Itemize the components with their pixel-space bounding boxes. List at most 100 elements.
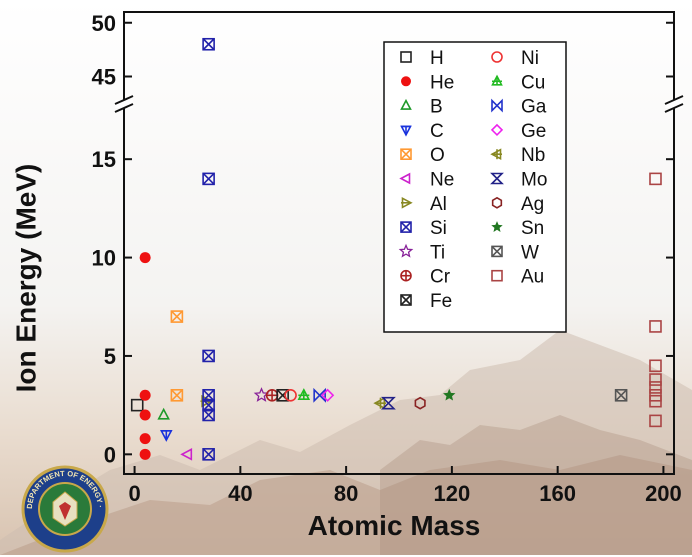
legend-marker-al xyxy=(401,196,413,209)
legend-item-ni: Ni xyxy=(491,48,539,69)
y-axis-ticks: 0 5 10 15 45 50 xyxy=(92,11,674,467)
legend-label: Au xyxy=(521,267,544,288)
data-point-sn xyxy=(443,388,456,401)
data-point-he xyxy=(139,409,151,421)
legend-item-he: He xyxy=(401,72,454,93)
x-tick-label: 80 xyxy=(334,481,358,506)
data-point-c xyxy=(160,429,173,442)
data-point-nb xyxy=(373,396,386,410)
y-tick-label: 0 xyxy=(104,442,116,467)
legend-marker-fe xyxy=(400,294,412,306)
data-point-au xyxy=(649,373,662,386)
x-tick-label: 160 xyxy=(539,481,576,506)
legend-marker-ni xyxy=(491,51,503,63)
data-point-au xyxy=(649,320,662,333)
data-points xyxy=(130,37,662,461)
y-tick-label: 50 xyxy=(92,11,116,36)
legend-marker-au xyxy=(491,269,503,282)
data-point-si xyxy=(202,408,215,422)
legend-marker-cu xyxy=(491,74,503,86)
legend-marker-ne xyxy=(399,172,411,185)
legend-label: Ti xyxy=(430,242,445,263)
legend-item-cr: Cr xyxy=(400,267,451,288)
y-tick-label: 5 xyxy=(104,344,116,369)
data-point-au xyxy=(649,414,662,428)
data-point-o xyxy=(170,388,184,402)
legend-marker-ga xyxy=(491,98,503,113)
data-point-si xyxy=(202,172,215,186)
legend-label: Ne xyxy=(430,170,454,191)
x-tick-label: 0 xyxy=(128,481,140,506)
x-axis-label: Atomic Mass xyxy=(307,510,481,541)
data-point-si xyxy=(202,448,215,461)
data-point-he xyxy=(139,433,151,445)
data-point-ga xyxy=(313,387,326,403)
legend-marker-h xyxy=(400,51,412,63)
legend-label: Al xyxy=(430,194,447,215)
legend-item-au: Au xyxy=(491,267,544,288)
data-point-he xyxy=(139,252,151,264)
legend-item-ne: Ne xyxy=(399,170,454,191)
legend-label: Ge xyxy=(521,121,546,142)
legend-item-ti: Ti xyxy=(398,242,445,263)
data-point-si xyxy=(202,37,215,51)
legend-item-w: W xyxy=(491,242,539,263)
legend-marker-b xyxy=(400,98,412,110)
legend-item-nb: Nb xyxy=(490,145,545,166)
y-tick-label: 10 xyxy=(92,246,116,271)
legend-marker-sn xyxy=(491,221,503,232)
legend-label: Ag xyxy=(521,194,544,215)
axis-break-gap xyxy=(115,100,133,108)
data-point-he xyxy=(139,448,151,460)
legend-item-al: Al xyxy=(401,194,447,215)
data-point-au xyxy=(649,394,662,408)
data-point-ne xyxy=(180,448,193,461)
legend-label: O xyxy=(430,145,445,166)
legend-label: Cu xyxy=(521,72,545,93)
legend-label: Sn xyxy=(521,218,544,239)
legend-marker-c xyxy=(400,125,412,137)
data-point-he xyxy=(139,389,151,401)
data-point-ge xyxy=(320,388,335,402)
legend-item-sn: Sn xyxy=(491,218,544,239)
plot-frame xyxy=(123,11,675,475)
legend-item-ag: Ag xyxy=(491,194,544,215)
doe-seal-icon: DEPARTMENT OF ENERGY · UNITED STATES OF … xyxy=(18,462,109,553)
legend-label: Mo xyxy=(521,170,547,191)
legend-item-o: O xyxy=(400,145,445,166)
legend-marker-ti xyxy=(398,243,414,258)
legend-marker-he xyxy=(401,76,411,87)
data-point-au xyxy=(649,381,662,394)
legend-item-c: C xyxy=(400,121,444,142)
legend-item-ga: Ga xyxy=(491,97,547,118)
data-point-cu xyxy=(297,388,311,400)
y-tick-label: 45 xyxy=(92,65,116,90)
legend-label: Ni xyxy=(521,48,539,69)
axis-break-gap xyxy=(665,100,683,108)
data-point-ni xyxy=(284,388,297,402)
legend-label: Cr xyxy=(430,267,451,288)
legend-marker-ag xyxy=(491,196,503,209)
data-point-mo xyxy=(380,396,396,410)
data-point-au xyxy=(649,172,662,186)
legend-marker-w xyxy=(491,245,503,258)
axis-break-slash xyxy=(664,103,684,113)
legend-item-si: Si xyxy=(400,218,447,239)
legend-marker-nb xyxy=(490,148,502,161)
legend-marker-mo xyxy=(490,172,504,185)
legend-item-b: B xyxy=(400,97,443,118)
axis-break-marks xyxy=(114,95,684,113)
legend-label: H xyxy=(430,48,444,69)
legend-label: Ga xyxy=(521,97,547,118)
legend-marker-si xyxy=(400,221,412,233)
y-tick-label: 15 xyxy=(92,147,116,172)
data-point-b xyxy=(157,407,170,420)
legend-box xyxy=(383,41,567,333)
legend-label: B xyxy=(430,97,443,118)
legend-item-ge: Ge xyxy=(490,121,546,142)
data-point-au xyxy=(649,359,662,373)
x-tick-label: 40 xyxy=(228,481,252,506)
x-tick-label: 120 xyxy=(434,481,471,506)
data-point-cr xyxy=(265,388,279,402)
